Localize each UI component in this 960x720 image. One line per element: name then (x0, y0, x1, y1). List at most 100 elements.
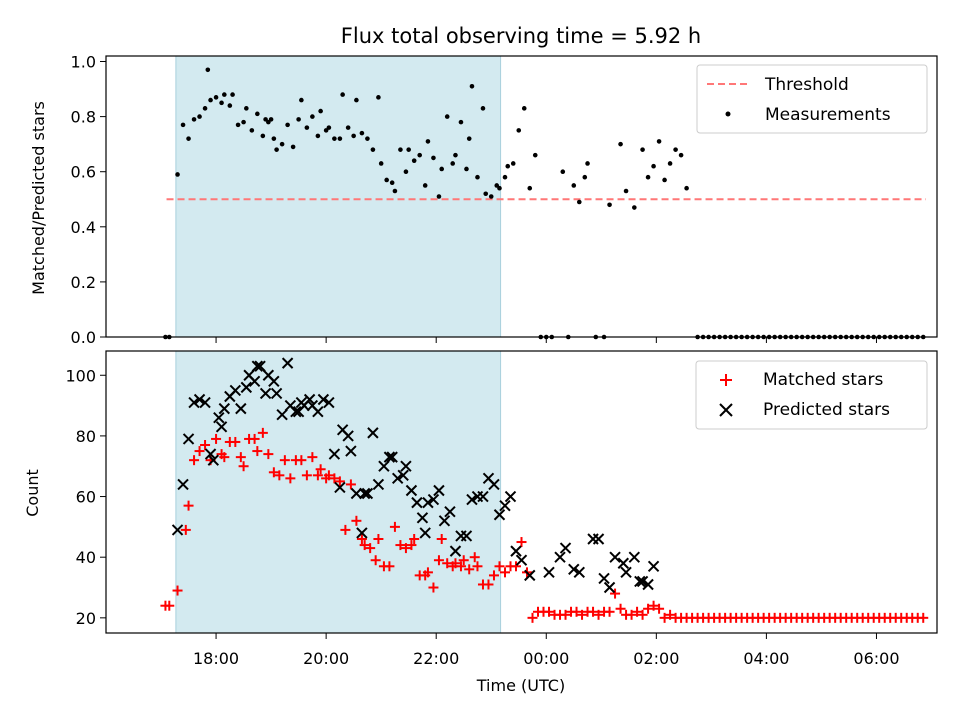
predicted-stars-point (617, 557, 630, 569)
matched-stars-point (510, 561, 521, 572)
measurement-point (354, 97, 359, 103)
measurement-point (268, 117, 274, 122)
predicted-stars-point (199, 396, 211, 409)
matched-stars-point (356, 534, 367, 544)
measurement-point (365, 136, 370, 141)
predicted-stars-point (499, 499, 511, 512)
bottom-y-tick-label: 20 (76, 609, 96, 628)
matched-stars-point (499, 567, 510, 578)
measurement-point (527, 185, 533, 191)
measurement-point (332, 136, 337, 141)
measurement-point (403, 169, 409, 175)
matched-stars-point (436, 534, 447, 544)
matched-stars-point (632, 606, 643, 617)
measurement-point (560, 169, 566, 175)
matched-stars-point (604, 606, 615, 617)
measurement-point (645, 174, 651, 180)
matched-stars-point (544, 606, 555, 617)
matched-stars-point (370, 555, 381, 566)
predicted-stars-point (215, 421, 228, 433)
top-legend-box (696, 64, 928, 134)
predicted-stars-point (488, 478, 500, 491)
matched-stars-point (183, 500, 194, 511)
matched-stars-point (345, 479, 356, 490)
matched-stars-point (172, 585, 183, 596)
matched-stars-point (406, 540, 417, 551)
measurement-point (469, 84, 475, 89)
matched-stars-point (422, 567, 433, 578)
top-panel: 0.0 0.2 0.4 0.6 0.8 1.0 Matched/Predicted sta… (29, 53, 938, 347)
measurement-point (673, 147, 678, 152)
top-y-tick-label: 0.0 (71, 328, 96, 347)
measurement-point (340, 92, 345, 97)
matched-stars-point (610, 588, 621, 599)
matched-stars-point (428, 582, 439, 593)
matched-stars-point (469, 552, 480, 563)
matched-stars-point (359, 540, 370, 551)
measurement-point (488, 194, 494, 199)
matched-stars-point (450, 558, 461, 569)
predicted-stars-point (504, 490, 517, 503)
measurement-point (279, 141, 285, 147)
measurement-point (205, 67, 211, 73)
predicted-stars-point (391, 472, 404, 485)
matched-stars-point (238, 461, 249, 472)
measurement-point (411, 158, 417, 163)
predicted-stars-point (598, 572, 610, 585)
measurement-point (384, 177, 389, 183)
predicted-stars-point (427, 493, 440, 506)
measurement-point (389, 180, 395, 186)
measurement-point (370, 147, 376, 152)
measurement-point (464, 166, 469, 172)
matched-stars-point (307, 452, 318, 463)
predicted-stars-point (543, 566, 555, 579)
predicted-stars-point (383, 451, 396, 463)
matched-stars-point (643, 603, 654, 614)
legend-predicted-swatch (719, 403, 733, 417)
measurement-point (571, 183, 577, 188)
bottom-y-tick-label: 100 (65, 366, 96, 385)
measurement-point (576, 199, 582, 205)
matched-stars-point (560, 609, 571, 620)
matched-stars-point (455, 561, 466, 572)
x-tick-label: 18:00 (193, 649, 239, 668)
measurement-point (582, 174, 588, 180)
matched-stars-point (458, 555, 469, 566)
measurement-point (444, 114, 450, 119)
measurement-point (632, 205, 637, 210)
predicted-stars-point (188, 396, 200, 409)
matched-stars-point (659, 612, 670, 623)
predicted-stars-point (559, 542, 572, 554)
predicted-stars-point (568, 563, 580, 576)
measurement-point (417, 152, 422, 158)
predicted-stars-point (647, 560, 660, 572)
predicted-stars-point (642, 578, 654, 591)
predicted-stars-point (444, 506, 456, 518)
x-axis-ticks: 18:00 20:00 22:00 00:00 02:00 04:00 06:00 (193, 649, 900, 668)
top-legend: Threshold Measurements (696, 64, 928, 134)
predicted-stars-point (378, 460, 390, 472)
matched-stars-point (648, 600, 659, 611)
matched-stars-point (285, 473, 296, 484)
top-y-tick-label: 0.4 (71, 218, 96, 237)
predicted-stars-point (416, 512, 429, 524)
matched-stars-point (488, 570, 499, 581)
measurement-point (227, 103, 233, 108)
measurement-point (483, 191, 489, 197)
measurement-point (623, 188, 629, 194)
predicted-stars-point (342, 430, 354, 442)
predicted-stars-point (477, 490, 489, 503)
predicted-stars-point (628, 551, 641, 563)
predicted-stars-point (213, 412, 225, 424)
matched-stars-point (230, 436, 241, 447)
matched-stars-point (252, 446, 263, 457)
matched-stars-point (626, 609, 637, 620)
measurement-point (607, 202, 612, 208)
top-y-tick-label: 1.0 (71, 53, 96, 72)
measurement-point (425, 139, 431, 144)
matched-stars-point (665, 609, 676, 620)
predicted-stars-point (419, 527, 431, 539)
measurement-point (235, 122, 241, 128)
measurement-point (230, 92, 235, 97)
measurement-point (684, 185, 689, 191)
